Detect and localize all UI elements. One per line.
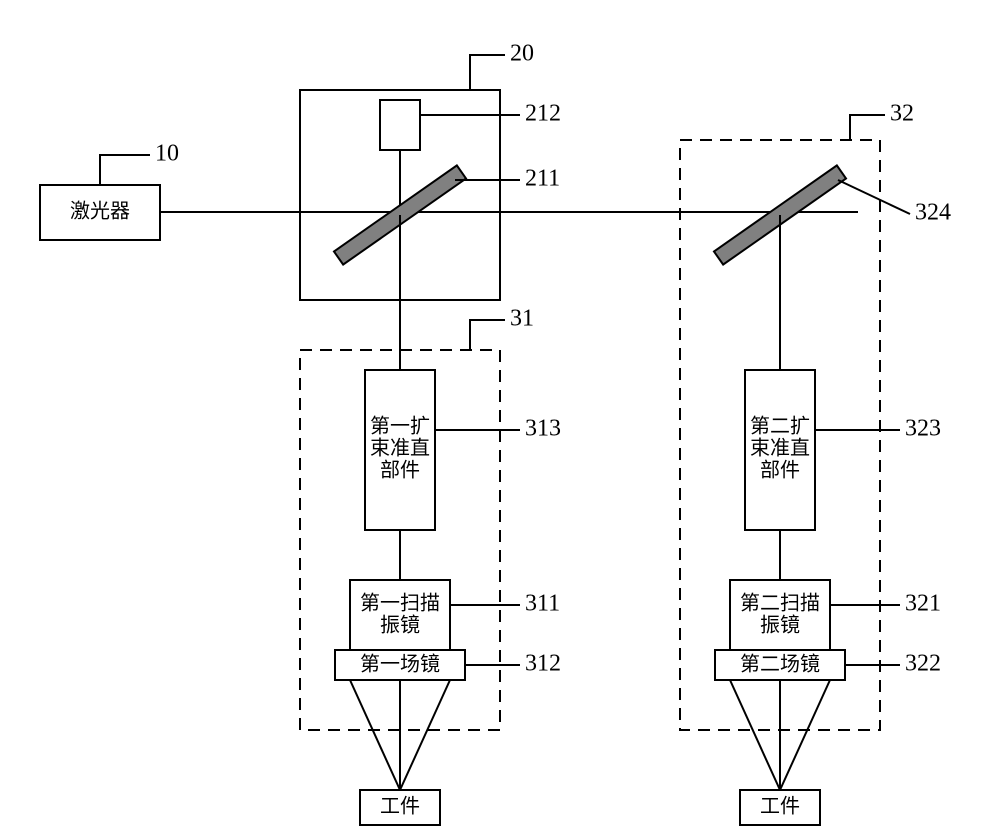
ref-323: 323: [905, 416, 941, 442]
ref-312: 312: [525, 651, 561, 677]
leader-324: [838, 180, 910, 214]
leader-20: [470, 55, 505, 90]
collimator-right-label-1: 第二扩: [750, 415, 810, 438]
motor-box: [380, 100, 420, 150]
galvo-left-label-1: 第一扫描: [360, 592, 440, 615]
cone-left: [350, 680, 450, 790]
ref-324: 324: [915, 200, 951, 226]
cone-right: [730, 680, 830, 790]
ref-212: 212: [525, 101, 561, 127]
diagram-canvas: 激光器 第一扩 束准直 部件 第一扫描 振镜 第一场镜 工件: [0, 0, 1000, 832]
galvo-right-label-1: 第二扫描: [740, 592, 820, 615]
leader-32: [850, 115, 885, 140]
leader-10: [100, 155, 150, 185]
galvo-left-label-2: 振镜: [380, 614, 420, 637]
ref-20: 20: [510, 41, 534, 67]
ref-10: 10: [155, 141, 179, 167]
collimator-left-label-2: 束准直: [370, 437, 430, 460]
field-lens-left-label: 第一场镜: [360, 653, 440, 676]
collimator-left-label-1: 第一扩: [370, 415, 430, 438]
ref-313: 313: [525, 416, 561, 442]
workpiece-right-label: 工件: [760, 795, 800, 818]
collimator-left-label-3: 部件: [380, 459, 420, 482]
galvo-right-label-2: 振镜: [760, 614, 800, 637]
ref-322: 322: [905, 651, 941, 677]
ref-211: 211: [525, 166, 560, 192]
ref-321: 321: [905, 591, 941, 617]
collimator-right-label-3: 部件: [760, 459, 800, 482]
collimator-right-label-2: 束准直: [750, 437, 810, 460]
field-lens-right-label: 第二场镜: [740, 653, 820, 676]
workpiece-left-label: 工件: [380, 795, 420, 818]
ref-31: 31: [510, 306, 534, 332]
ref-32: 32: [890, 101, 914, 127]
leader-31: [470, 320, 505, 350]
laser-label: 激光器: [70, 200, 130, 223]
ref-311: 311: [525, 591, 560, 617]
